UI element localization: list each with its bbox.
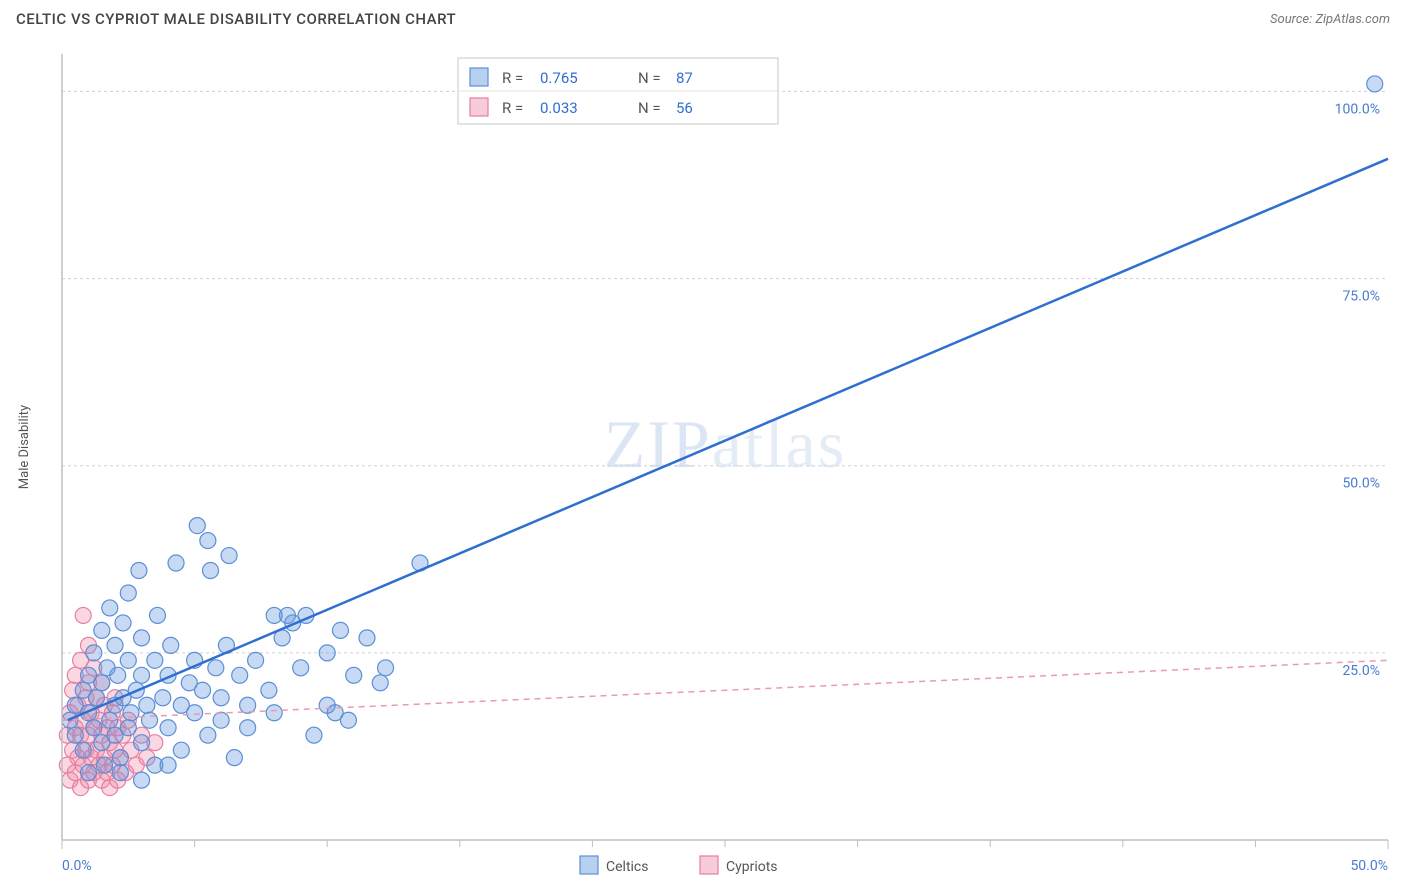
data-point bbox=[110, 667, 126, 683]
data-point bbox=[203, 563, 219, 579]
data-point bbox=[155, 690, 171, 706]
data-point bbox=[160, 757, 176, 773]
data-point bbox=[195, 682, 211, 698]
series-swatch bbox=[580, 856, 598, 874]
data-point bbox=[226, 750, 242, 766]
data-point bbox=[120, 585, 136, 601]
data-point bbox=[248, 652, 264, 668]
legend-n-label: N = bbox=[638, 99, 661, 117]
data-point bbox=[372, 675, 388, 691]
chart-header: CELTIC VS CYPRIOT MALE DISABILITY CORREL… bbox=[0, 0, 1406, 34]
data-point bbox=[173, 742, 189, 758]
legend-n-label: N = bbox=[638, 69, 661, 87]
series-label: Cypriots bbox=[726, 859, 778, 875]
data-point bbox=[221, 548, 237, 564]
y-tick-label: 75.0% bbox=[1342, 289, 1380, 305]
data-point bbox=[306, 727, 322, 743]
data-point bbox=[115, 615, 131, 631]
data-point bbox=[163, 637, 179, 653]
data-point bbox=[168, 555, 184, 571]
data-point bbox=[88, 690, 104, 706]
data-point bbox=[293, 660, 309, 676]
data-point bbox=[107, 637, 123, 653]
legend-swatch bbox=[470, 68, 488, 86]
data-point bbox=[359, 630, 375, 646]
data-point bbox=[134, 772, 150, 788]
data-point bbox=[102, 712, 118, 728]
data-point bbox=[134, 667, 150, 683]
x-tick-label: 50.0% bbox=[1350, 858, 1388, 874]
legend-n-value: 87 bbox=[676, 69, 693, 87]
legend-r-value: 0.033 bbox=[540, 99, 578, 117]
data-point bbox=[149, 607, 165, 623]
data-point bbox=[378, 660, 394, 676]
data-point bbox=[319, 645, 335, 661]
data-point bbox=[1367, 76, 1383, 92]
data-point bbox=[75, 607, 91, 623]
y-axis-label: Male Disability bbox=[17, 405, 32, 489]
data-point bbox=[96, 757, 112, 773]
y-tick-label: 25.0% bbox=[1342, 663, 1380, 679]
data-point bbox=[266, 705, 282, 721]
legend-n-value: 56 bbox=[676, 99, 693, 117]
data-point bbox=[187, 705, 203, 721]
data-point bbox=[131, 563, 147, 579]
watermark: ZIPatlas bbox=[604, 406, 847, 482]
legend-r-label: R = bbox=[502, 69, 523, 87]
data-point bbox=[139, 697, 155, 713]
data-point bbox=[94, 675, 110, 691]
source-attribution: Source: ZipAtlas.com bbox=[1270, 12, 1390, 27]
data-point bbox=[81, 765, 97, 781]
data-point bbox=[86, 720, 102, 736]
y-tick-label: 50.0% bbox=[1342, 476, 1380, 492]
data-point bbox=[213, 690, 229, 706]
legend-swatch bbox=[470, 98, 488, 116]
data-point bbox=[200, 727, 216, 743]
data-point bbox=[346, 667, 362, 683]
data-point bbox=[120, 720, 136, 736]
data-point bbox=[200, 533, 216, 549]
data-point bbox=[232, 667, 248, 683]
data-point bbox=[160, 720, 176, 736]
data-point bbox=[120, 652, 136, 668]
data-point bbox=[208, 660, 224, 676]
data-point bbox=[213, 712, 229, 728]
y-tick-label: 100.0% bbox=[1335, 101, 1380, 117]
data-point bbox=[112, 750, 128, 766]
chart-title: CELTIC VS CYPRIOT MALE DISABILITY CORREL… bbox=[16, 10, 456, 28]
data-point bbox=[123, 705, 139, 721]
data-point bbox=[112, 765, 128, 781]
trend-line bbox=[67, 159, 1388, 720]
data-point bbox=[240, 720, 256, 736]
series-swatch bbox=[700, 856, 718, 874]
data-point bbox=[75, 742, 91, 758]
legend-r-label: R = bbox=[502, 99, 523, 117]
data-point bbox=[142, 712, 158, 728]
data-point bbox=[189, 518, 205, 534]
series-label: Celtics bbox=[606, 859, 648, 875]
scatter-chart: 25.0% 50.0% 75.0% 100.0% ZIPatlas 0.0% 50.0% Ma… bbox=[0, 36, 1406, 892]
data-point bbox=[147, 652, 163, 668]
chart-container: 25.0% 50.0% 75.0% 100.0% ZIPatlas 0.0% 50.0% Ma… bbox=[0, 36, 1406, 892]
data-point bbox=[94, 622, 110, 638]
data-point bbox=[134, 630, 150, 646]
data-point bbox=[67, 727, 83, 743]
x-tick-label: 0.0% bbox=[62, 858, 92, 874]
data-point bbox=[332, 622, 348, 638]
data-point bbox=[261, 682, 277, 698]
data-point bbox=[134, 735, 150, 751]
legend-r-value: 0.765 bbox=[540, 69, 578, 87]
data-point bbox=[340, 712, 356, 728]
data-point bbox=[86, 645, 102, 661]
data-point bbox=[102, 600, 118, 616]
